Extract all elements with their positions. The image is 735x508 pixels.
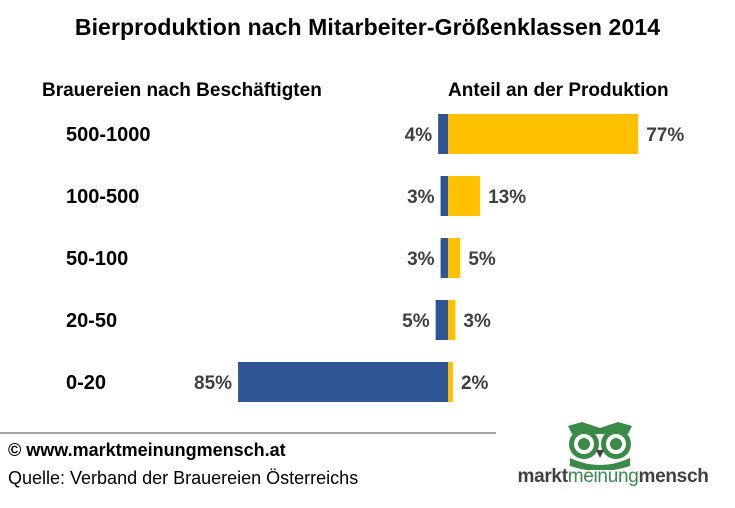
data-label-left: 3% <box>407 187 435 208</box>
bar-left <box>438 114 448 154</box>
category-label: 50-100 <box>66 248 128 270</box>
copyright-text: © www.marktmeinungmensch.at <box>8 440 286 460</box>
category-label: 500-1000 <box>66 124 151 146</box>
category-label: 20-50 <box>66 310 117 332</box>
bar-right <box>448 114 639 154</box>
data-label-left: 5% <box>402 311 430 332</box>
logo-wordmark: marktmeinungmensch <box>517 466 709 487</box>
footer-divider <box>0 432 496 434</box>
data-label-right: 77% <box>646 125 684 146</box>
category-label: 100-500 <box>66 186 139 208</box>
bar-right <box>448 300 456 340</box>
bar-left <box>238 362 448 402</box>
bar-right <box>448 238 461 278</box>
left-column-header: Brauereien nach Beschäftigten <box>42 80 322 101</box>
data-label-right: 3% <box>463 311 491 332</box>
right-column-header: Anteil an der Produktion <box>448 80 669 101</box>
bar-left <box>435 300 448 340</box>
bar-left <box>440 176 448 216</box>
owl-icon <box>568 422 632 471</box>
source-text: Quelle: Verband der Brauereien Österreic… <box>8 468 359 488</box>
chart-title: Bierproduktion nach Mitarbeiter-Größenkl… <box>74 14 661 40</box>
logo: marktmeinungmensch <box>498 420 728 500</box>
data-label-left: 4% <box>405 125 433 146</box>
bar-chart: 500-1000 4% 77% 100-500 3% 13% 50-100 3% 5% 20-50… <box>66 114 684 402</box>
bar-left <box>440 238 448 278</box>
data-label-right: 2% <box>461 373 489 394</box>
data-label-right: 5% <box>468 249 496 270</box>
data-label-left: 3% <box>407 249 435 270</box>
category-label: 0-20 <box>66 372 106 394</box>
data-label-left: 85% <box>194 373 232 394</box>
data-label-right: 13% <box>488 187 526 208</box>
bar-right <box>448 176 481 216</box>
bar-right <box>448 362 453 402</box>
